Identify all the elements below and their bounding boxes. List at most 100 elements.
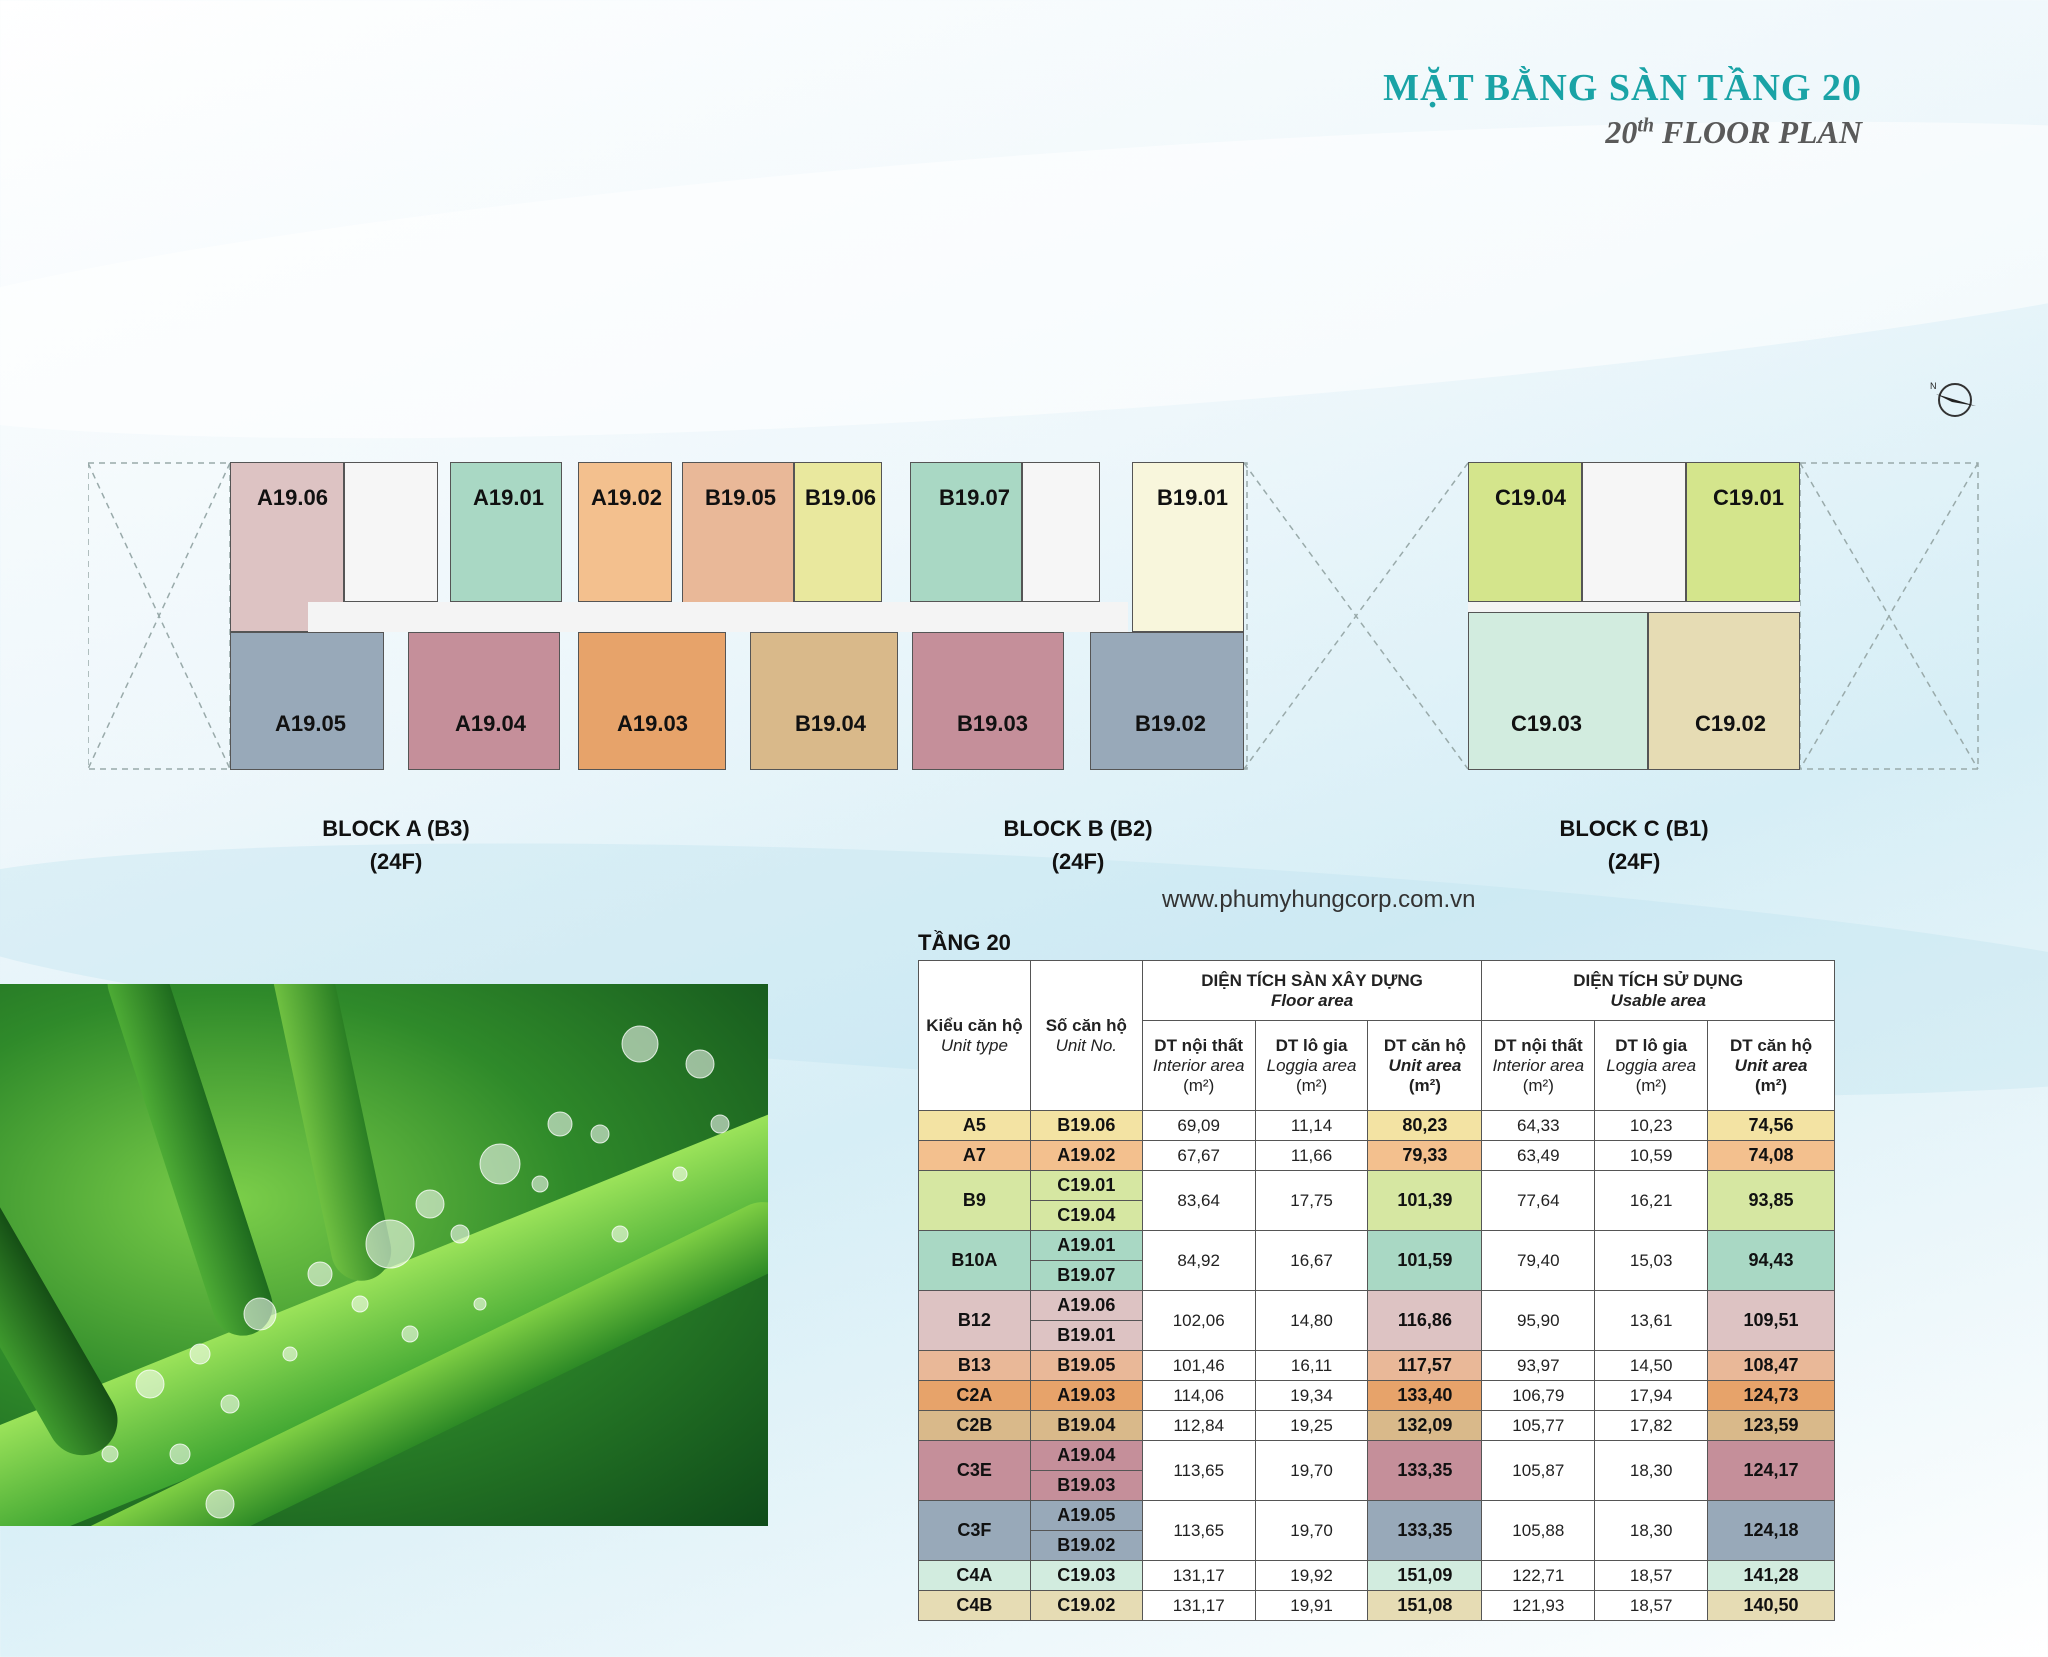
cell-floor-loggia: 19,92 [1254, 1560, 1369, 1591]
cell-usable-loggia: 10,59 [1594, 1140, 1709, 1171]
cell-unit-type: C2A [918, 1380, 1031, 1411]
cell-floor-loggia: 16,67 [1254, 1230, 1369, 1291]
table-row: A7 A19.02 67,67 11,66 79,33 63,49 10,59 74,08 [918, 1140, 1835, 1171]
unit-area-table: Kiểu căn hộ Unit type Số căn hộ Unit No.… [918, 960, 1835, 1621]
block-label-b: BLOCK B (B2) (24F) [978, 812, 1178, 878]
cell-usable-interior: 77,64 [1481, 1170, 1596, 1231]
cell-unit-no: B19.01 [1029, 1320, 1143, 1351]
unit-a1901[interactable]: A19.01 [450, 462, 562, 602]
unit-label: C19.04 [1495, 485, 1566, 510]
cell-usable-unit: 124,17 [1707, 1440, 1835, 1501]
unit-label: C19.03 [1511, 711, 1582, 736]
cell-unit-no: A19.05 [1029, 1500, 1143, 1531]
website-url[interactable]: www.phumyhungcorp.com.vn [1162, 886, 1476, 913]
cell-usable-loggia: 13,61 [1594, 1290, 1709, 1351]
cell-usable-loggia: 14,50 [1594, 1350, 1709, 1381]
cell-floor-unit: 80,23 [1367, 1110, 1483, 1141]
title-ordinal-suffix: th [1637, 114, 1654, 137]
compass-icon: N [1930, 381, 1976, 417]
cell-unit-type: C3F [918, 1500, 1031, 1561]
cell-floor-interior: 69,09 [1141, 1110, 1256, 1141]
unit-b1902[interactable]: B19.02 [1090, 632, 1244, 770]
cell-usable-interior: 105,77 [1481, 1410, 1596, 1441]
cell-usable-loggia: 18,30 [1594, 1440, 1709, 1501]
cell-usable-unit: 108,47 [1707, 1350, 1835, 1381]
cell-unit-no: A19.01 [1029, 1230, 1143, 1261]
unit-label: C19.01 [1713, 485, 1784, 510]
unit-c1903[interactable]: C19.03 [1468, 612, 1648, 770]
cell-unit-type: B10A [918, 1230, 1031, 1291]
cell-floor-unit: 117,57 [1367, 1350, 1483, 1381]
unit-a1903[interactable]: A19.03 [578, 632, 726, 770]
cell-usable-loggia: 18,57 [1594, 1590, 1709, 1621]
table-caption: TẦNG 20 [918, 930, 1011, 955]
unit-b1906[interactable]: B19.06 [794, 462, 882, 602]
unit-b1903[interactable]: B19.03 [912, 632, 1064, 770]
table-row: B19.03 [919, 1470, 1835, 1501]
cell-usable-unit: 124,73 [1707, 1380, 1835, 1411]
cell-floor-loggia: 17,75 [1254, 1170, 1369, 1231]
unit-b1901[interactable]: B19.01 [1132, 462, 1244, 632]
plan-connector [1244, 462, 1468, 770]
unit-label: A19.05 [275, 711, 346, 736]
title-rest: FLOOR PLAN [1654, 114, 1862, 150]
header-text-en: Floor area [1270, 990, 1354, 1010]
unit-a1904[interactable]: A19.04 [408, 632, 560, 770]
unit-c1904[interactable]: C19.04 [1468, 462, 1582, 602]
floor-plan-ab: A19.06 A19.01 A19.02 B19.05 B19.06 B19.0… [88, 462, 1248, 770]
unit-b1907[interactable]: B19.07 [910, 462, 1022, 602]
cell-usable-interior: 63,49 [1481, 1140, 1596, 1171]
cell-unit-no: B19.02 [1029, 1530, 1143, 1561]
table-row: B19.02 [919, 1530, 1835, 1561]
unit-label: B19.04 [795, 711, 866, 736]
cell-floor-interior: 131,17 [1141, 1560, 1256, 1591]
header-text-en: Unit No. [1055, 1035, 1118, 1055]
header-text-en: Usable area [1610, 990, 1706, 1010]
cell-unit-no: A19.04 [1029, 1440, 1143, 1471]
cell-usable-loggia: 18,30 [1594, 1500, 1709, 1561]
cell-unit-no: A19.06 [1029, 1290, 1143, 1321]
cell-floor-unit: 101,59 [1367, 1230, 1483, 1291]
table-row: B10A A19.01 84,92 16,67 101,59 79,40 15,03 94,4… [918, 1230, 1835, 1291]
cell-usable-interior: 106,79 [1481, 1380, 1596, 1411]
unit-c1902[interactable]: C19.02 [1648, 612, 1800, 770]
cell-usable-interior: 121,93 [1481, 1590, 1596, 1621]
unit-label: A19.03 [617, 711, 688, 736]
table-row: C19.04 [919, 1200, 1835, 1231]
block-name: BLOCK A (B3) [322, 816, 470, 841]
unit-a1905[interactable]: A19.05 [230, 632, 384, 770]
block-label-c: BLOCK C (B1) (24F) [1534, 812, 1734, 878]
unit-a1902[interactable]: A19.02 [578, 462, 672, 602]
leaf-photo [0, 984, 768, 1526]
cell-unit-no: C19.02 [1029, 1590, 1143, 1621]
cell-unit-no: B19.04 [1029, 1410, 1143, 1441]
cell-usable-interior: 93,97 [1481, 1350, 1596, 1381]
unit-label: C19.02 [1695, 711, 1766, 736]
table-row: C2A A19.03 114,06 19,34 133,40 106,79 17,94 124… [918, 1380, 1835, 1411]
unit-b1904[interactable]: B19.04 [750, 632, 898, 770]
cell-usable-unit: 141,28 [1707, 1560, 1835, 1591]
corridor [308, 602, 1128, 632]
cell-usable-interior: 105,88 [1481, 1500, 1596, 1561]
cell-usable-unit: 74,56 [1707, 1110, 1835, 1141]
page-title: MẶT BẰNG SÀN TẦNG 20 [1383, 67, 1862, 109]
floor-plan-c: C19.04 C19.01 C19.03 C19.02 [1468, 462, 1980, 770]
cell-unit-type: C2B [918, 1410, 1031, 1441]
unit-label: B19.02 [1135, 711, 1206, 736]
table-row: B19.07 [919, 1260, 1835, 1291]
page-subtitle: 20th FLOOR PLAN [1605, 114, 1862, 151]
cell-floor-interior: 113,65 [1141, 1440, 1256, 1501]
cell-unit-no: B19.03 [1029, 1470, 1143, 1501]
cell-floor-loggia: 19,70 [1254, 1500, 1369, 1561]
unit-label: A19.04 [455, 711, 526, 736]
block-floors: (24F) [1051, 849, 1105, 874]
header-interior: DT nội thất Interior area (m²) [1481, 1020, 1596, 1111]
table-row: C3F A19.05 113,65 19,70 133,35 105,88 18,30 124… [918, 1500, 1835, 1561]
cell-floor-unit: 101,39 [1367, 1170, 1483, 1231]
plan-dash-lines [1799, 462, 1979, 770]
cell-unit-no: C19.04 [1029, 1200, 1143, 1231]
unit-c1901[interactable]: C19.01 [1686, 462, 1800, 602]
header-text: Kiểu căn hộ [926, 1015, 1023, 1035]
header-text: DIỆN TÍCH SỬ DỤNG [1573, 970, 1744, 990]
cell-usable-loggia: 17,94 [1594, 1380, 1709, 1411]
